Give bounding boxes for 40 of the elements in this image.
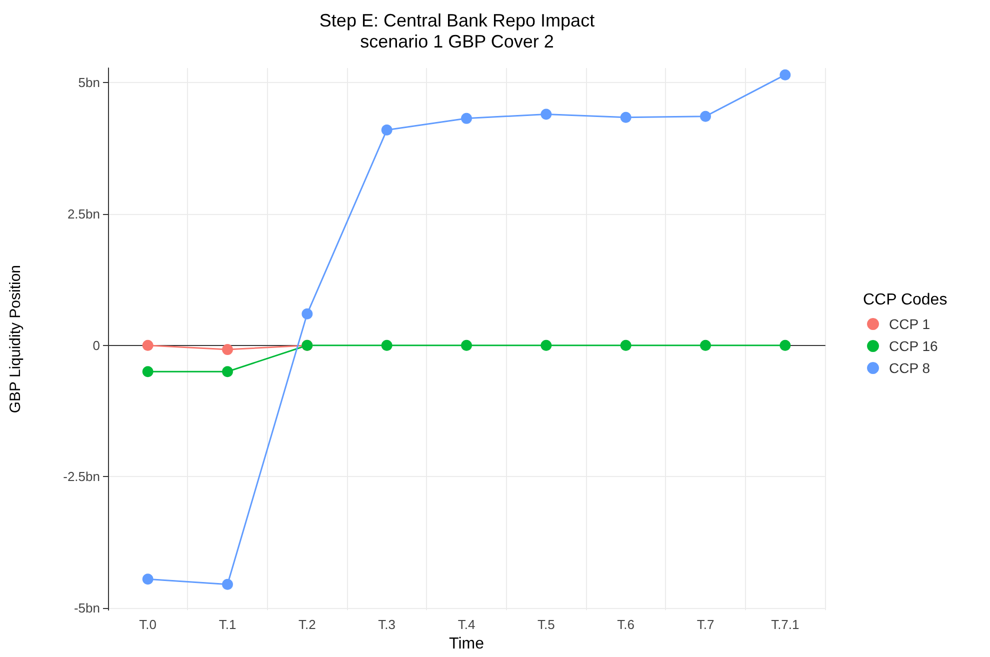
point xyxy=(780,340,791,351)
point xyxy=(540,340,552,351)
point xyxy=(700,340,711,351)
point xyxy=(381,124,392,136)
point xyxy=(302,308,313,320)
x-tick-label: T.3 xyxy=(378,617,396,632)
x-tick-label: T.1 xyxy=(218,617,236,632)
x-tick-label: T.0 xyxy=(139,617,157,632)
legend-title: CCP Codes xyxy=(863,292,948,308)
legend-label: CCP 16 xyxy=(889,338,938,354)
point xyxy=(540,108,552,120)
x-tick-label: T.7 xyxy=(696,617,714,632)
point xyxy=(461,112,472,124)
x-tick-label: T.2 xyxy=(298,617,316,632)
x-tick-label: T.4 xyxy=(458,617,476,632)
point xyxy=(142,366,154,378)
chart-title: Step E: Central Bank Repo Impact scenario 1 GBP Cover 2 xyxy=(319,10,595,52)
point xyxy=(620,340,632,351)
x-tick-label: T.5 xyxy=(537,617,555,632)
x-axis-title: Time xyxy=(449,636,484,652)
point xyxy=(381,340,392,351)
point xyxy=(780,69,791,80)
y-tick-label: 2.5bn xyxy=(67,206,100,222)
point xyxy=(461,340,472,351)
x-tick-label: T.6 xyxy=(617,617,635,632)
point xyxy=(222,366,233,378)
y-tick-label: -5bn xyxy=(74,600,100,616)
x-tick-label: T.7.1 xyxy=(771,617,800,632)
point xyxy=(222,344,233,356)
legend-label: CCP 8 xyxy=(889,360,930,376)
point xyxy=(700,110,711,122)
y-tick-label: -2.5bn xyxy=(63,469,100,484)
point xyxy=(142,340,154,351)
y-axis-title: GBP Liquidity Position xyxy=(7,264,24,414)
legend-label: CCP 1 xyxy=(889,316,930,332)
point xyxy=(222,578,233,590)
point xyxy=(620,112,632,123)
point xyxy=(142,574,154,585)
y-tick-label: 0 xyxy=(92,338,100,353)
y-tick-label: 5bn xyxy=(78,75,100,90)
